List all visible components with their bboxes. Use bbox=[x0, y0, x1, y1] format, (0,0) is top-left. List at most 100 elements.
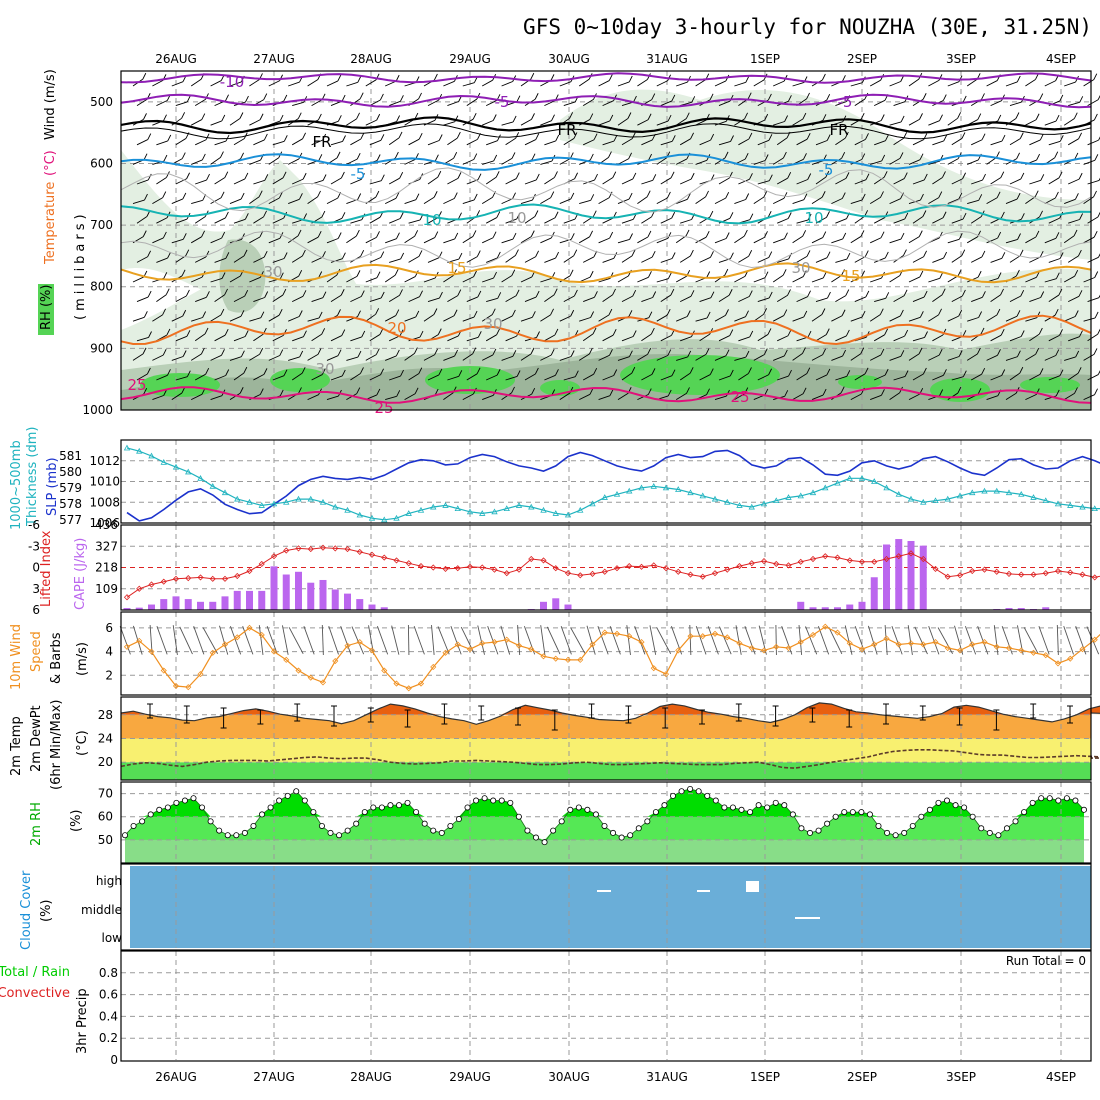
rh2m-marker bbox=[276, 797, 283, 804]
wind-barb bbox=[873, 217, 886, 224]
wind-barb bbox=[880, 114, 885, 121]
wind-barb bbox=[380, 368, 384, 375]
wind-barb bbox=[709, 210, 714, 218]
li-marker bbox=[258, 560, 265, 568]
wind-barb bbox=[307, 317, 320, 322]
wind-barb bbox=[307, 394, 319, 401]
wind-barb bbox=[602, 334, 614, 342]
wind-barb bbox=[233, 178, 246, 185]
wind-marker bbox=[540, 653, 547, 660]
wind-barb bbox=[224, 211, 229, 219]
li-marker bbox=[332, 545, 339, 552]
wind-barb bbox=[997, 114, 1002, 122]
wind-barb bbox=[660, 140, 673, 146]
wind-barb bbox=[573, 289, 578, 297]
li-marker bbox=[1018, 571, 1025, 578]
wind-barb bbox=[360, 290, 365, 297]
isotherm-label: 20 bbox=[387, 319, 406, 337]
wind-barb bbox=[850, 316, 863, 322]
rh2m-marker bbox=[421, 820, 428, 827]
y-tick-label: 1000 bbox=[82, 403, 113, 417]
wind-barb bbox=[1015, 269, 1020, 277]
wind-barb bbox=[637, 79, 648, 87]
rh2m-marker bbox=[584, 806, 591, 813]
wind-barb bbox=[738, 138, 750, 146]
wind-barb bbox=[384, 274, 396, 283]
rh2m-marker bbox=[139, 818, 146, 825]
wind-barb bbox=[243, 366, 248, 374]
wind-barb bbox=[884, 368, 889, 376]
precip-label-a: Total / Rain bbox=[0, 965, 70, 980]
wind-barb bbox=[1063, 393, 1075, 400]
rh2m-marker bbox=[764, 804, 771, 811]
cloud-gaps bbox=[597, 881, 820, 919]
wind-barb bbox=[709, 93, 714, 100]
rh2m-marker bbox=[704, 792, 711, 799]
wind-barb bbox=[695, 79, 707, 87]
thickness-line bbox=[126, 447, 1100, 521]
wind-barb-10m bbox=[518, 644, 521, 656]
wind-barb bbox=[535, 173, 540, 181]
wind-barb bbox=[550, 231, 555, 239]
thickness-marker bbox=[687, 489, 694, 496]
wind-barb bbox=[1063, 235, 1075, 244]
wind-barb bbox=[229, 118, 241, 126]
isotherm-label: 30 bbox=[483, 315, 502, 333]
wind-barb bbox=[524, 139, 536, 146]
wind-barb bbox=[792, 353, 803, 361]
wind-barb bbox=[730, 252, 734, 259]
wind-barb bbox=[990, 375, 1002, 381]
thickness-marker bbox=[638, 484, 645, 491]
wind-barb-10m bbox=[1069, 644, 1074, 655]
wind-barb bbox=[874, 99, 886, 107]
wind-barb bbox=[889, 355, 902, 361]
wind-barb bbox=[958, 192, 963, 200]
temp-band-yellow bbox=[121, 738, 1091, 763]
wind-barb bbox=[512, 350, 517, 357]
wind-barb bbox=[190, 78, 202, 87]
wind-barb bbox=[609, 389, 614, 396]
wind-barb bbox=[734, 81, 746, 87]
y-tick-label: 800 bbox=[90, 280, 113, 294]
wind-barb bbox=[132, 316, 145, 322]
wind-barb bbox=[171, 356, 184, 361]
wind-barb bbox=[395, 192, 400, 199]
wind-barb bbox=[1025, 394, 1037, 401]
wind-barb bbox=[939, 389, 944, 396]
wind-barb bbox=[589, 270, 594, 278]
wind-barb bbox=[341, 94, 346, 102]
wind-barb bbox=[690, 290, 695, 297]
wind-barb bbox=[194, 333, 206, 342]
wind-barb bbox=[524, 337, 537, 342]
wind-barb bbox=[298, 269, 303, 277]
wind-barb bbox=[1038, 327, 1043, 335]
wind-barb bbox=[1017, 233, 1021, 240]
wind-barb bbox=[811, 314, 823, 322]
wind-barb bbox=[311, 374, 323, 381]
wind-barb bbox=[220, 151, 224, 158]
wind-barb bbox=[831, 315, 843, 322]
wind-barb bbox=[162, 191, 167, 198]
li-marker bbox=[675, 568, 682, 575]
wind-barb bbox=[530, 72, 535, 80]
wind-barb bbox=[544, 334, 556, 342]
thickness-marker bbox=[393, 514, 400, 521]
wind-barb bbox=[617, 118, 629, 126]
wind-barb bbox=[714, 238, 727, 244]
wind-barb bbox=[840, 386, 845, 393]
thick-tick-label: 580 bbox=[59, 465, 82, 479]
wind-barb bbox=[419, 330, 424, 338]
li-marker bbox=[858, 558, 866, 565]
wind-barb bbox=[884, 251, 889, 259]
li-frame bbox=[120, 524, 1092, 611]
wind-barb bbox=[958, 309, 963, 317]
wind-barb bbox=[764, 231, 768, 238]
wind-barb bbox=[1074, 152, 1079, 160]
wind-barb bbox=[695, 159, 708, 165]
rh2m-marker bbox=[1055, 797, 1062, 804]
li-marker bbox=[1042, 570, 1049, 577]
wind-barb bbox=[225, 94, 229, 101]
wind-barb bbox=[811, 196, 823, 204]
cloud-tick-label: low bbox=[102, 931, 123, 945]
